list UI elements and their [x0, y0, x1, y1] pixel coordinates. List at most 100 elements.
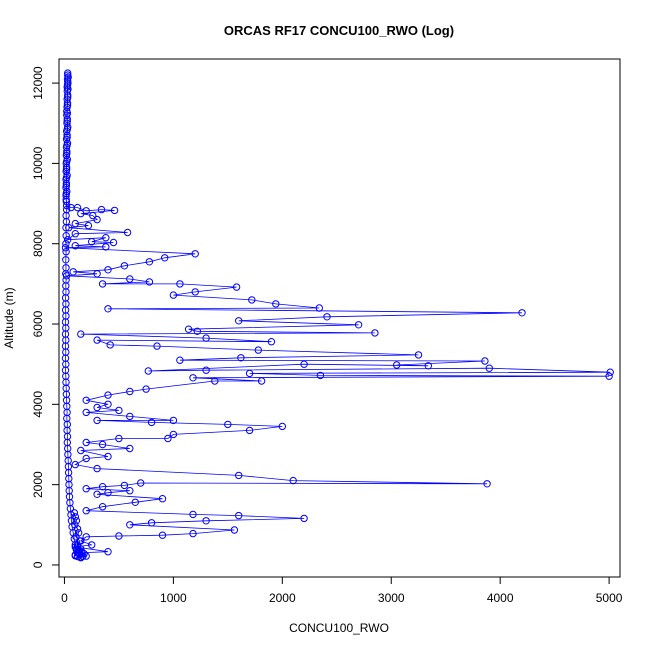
- data-point: [82, 438, 90, 447]
- data-point: [64, 69, 72, 77]
- data-point: [64, 73, 72, 81]
- data-point: [272, 300, 280, 308]
- series-line: [65, 75, 611, 559]
- data-point: [71, 242, 80, 250]
- data-point: [606, 368, 614, 376]
- data-point: [211, 377, 219, 385]
- data-point: [93, 270, 101, 278]
- data-point: [109, 238, 118, 247]
- x-tick-label: 4000: [487, 591, 514, 605]
- data-point: [62, 197, 71, 206]
- data-point: [176, 280, 184, 288]
- data-point: [518, 309, 526, 317]
- y-tick-label: 0: [31, 561, 45, 568]
- data-point: [481, 357, 489, 365]
- x-tick-label: 1000: [160, 591, 187, 605]
- y-tick-label: 12000: [31, 66, 45, 100]
- data-point: [235, 511, 243, 520]
- data-point: [189, 374, 197, 382]
- data-point: [88, 238, 96, 246]
- data-point: [145, 278, 154, 286]
- data-point: [158, 531, 167, 539]
- data-point: [315, 304, 323, 312]
- data-point: [115, 532, 123, 540]
- data-point: [97, 205, 106, 214]
- data-point: [98, 280, 107, 288]
- data-point: [126, 412, 134, 421]
- data-point: [104, 266, 112, 274]
- data-point: [104, 391, 112, 399]
- data-point: [323, 313, 331, 321]
- y-tick-label: 2000: [31, 471, 45, 498]
- data-point: [104, 489, 112, 497]
- data-point: [102, 243, 110, 251]
- data-point: [72, 517, 81, 525]
- data-point: [62, 256, 70, 264]
- data-point: [93, 215, 101, 224]
- data-point: [189, 529, 197, 538]
- data-point: [145, 258, 154, 266]
- data-point: [84, 221, 93, 230]
- data-point: [144, 367, 153, 375]
- data-point: [71, 513, 80, 521]
- data-point: [102, 234, 110, 242]
- data-point: [126, 521, 134, 529]
- data-point: [257, 377, 266, 385]
- data-point: [605, 372, 613, 380]
- data-point: [248, 296, 256, 304]
- data-point: [82, 396, 90, 404]
- data-point: [202, 366, 210, 374]
- data-point: [98, 483, 107, 491]
- x-tick-label: 0: [61, 591, 68, 605]
- data-point: [224, 420, 232, 429]
- data-point: [104, 305, 112, 313]
- data-point: [82, 485, 90, 493]
- data-point: [300, 514, 308, 523]
- data-point: [158, 495, 167, 503]
- data-point: [62, 240, 70, 248]
- series-layer: [61, 69, 614, 562]
- data-point: [72, 533, 80, 541]
- data-point: [237, 354, 245, 362]
- data-point: [164, 434, 172, 443]
- data-point: [77, 330, 85, 338]
- data-point: [147, 418, 156, 427]
- data-point: [483, 480, 491, 488]
- data-point: [93, 464, 101, 473]
- data-point: [82, 408, 90, 417]
- data-point: [82, 533, 90, 541]
- data-point: [289, 476, 297, 485]
- data-point: [235, 317, 243, 325]
- data-point: [82, 507, 90, 515]
- data-point: [71, 460, 80, 469]
- data-point: [93, 416, 101, 425]
- x-axis-label: CONCU100_RWO: [289, 621, 389, 635]
- data-point: [104, 548, 112, 556]
- x-tick-label: 3000: [378, 591, 405, 605]
- data-point: [62, 224, 70, 232]
- data-point: [161, 254, 169, 262]
- data-point: [73, 525, 82, 533]
- y-tick-label: 10000: [31, 146, 45, 180]
- data-point: [72, 546, 81, 554]
- data-point: [278, 422, 286, 431]
- data-point: [147, 519, 156, 527]
- data-point: [70, 509, 79, 517]
- data-point: [89, 211, 97, 220]
- data-point: [120, 262, 129, 270]
- data-point: [62, 232, 70, 240]
- data-point: [176, 356, 184, 364]
- data-point: [267, 338, 276, 346]
- data-point: [126, 487, 134, 495]
- data-point: [62, 248, 70, 256]
- data-point: [184, 325, 193, 333]
- data-point: [73, 203, 82, 212]
- data-point: [61, 244, 70, 252]
- data-point: [106, 341, 114, 349]
- data-point: [202, 517, 210, 525]
- data-point: [485, 364, 493, 372]
- data-point: [169, 430, 178, 439]
- data-point: [126, 275, 134, 283]
- data-point: [245, 426, 254, 435]
